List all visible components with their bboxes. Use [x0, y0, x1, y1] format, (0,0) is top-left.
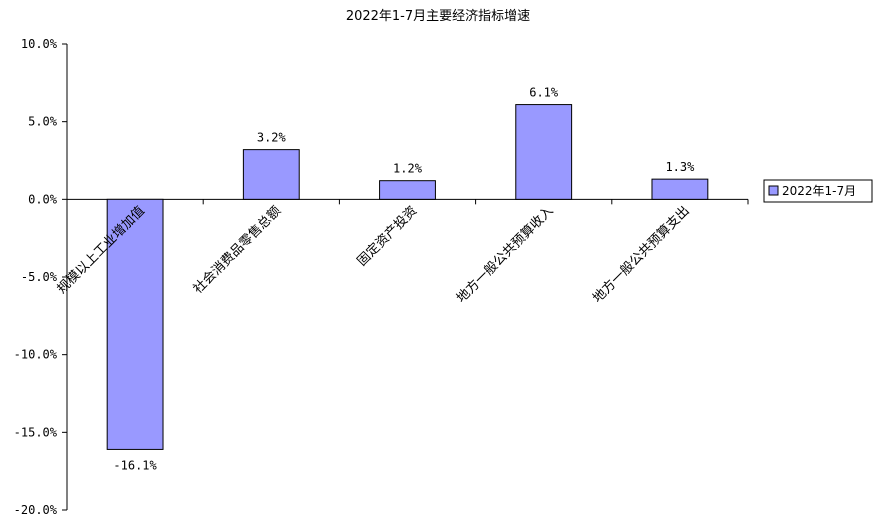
- data-label: 1.3%: [665, 160, 695, 174]
- bar: [106, 198, 164, 450]
- legend: 2022年1-7月: [763, 179, 873, 203]
- data-label: 1.2%: [393, 162, 423, 176]
- y-tick-label: 5.0%: [28, 115, 58, 129]
- bar: [651, 178, 709, 200]
- category-label: 固定资产投资: [354, 203, 420, 269]
- category-label: 地方一般公共预算支出: [589, 203, 692, 306]
- legend-box: [763, 179, 873, 203]
- chart-title: 2022年1-7月主要经济指标增速: [346, 9, 530, 24]
- y-tick-label: 10.0%: [21, 37, 58, 51]
- data-label: -16.1%: [113, 458, 157, 472]
- data-labels: -16.1% 3.2% 1.2% 6.1% 1.3%: [113, 86, 695, 473]
- legend-label: 2022年1-7月: [782, 184, 856, 198]
- bars: [106, 104, 709, 450]
- y-tick-label: -15.0%: [14, 425, 58, 439]
- y-tick-label: -20.0%: [14, 503, 58, 517]
- y-tick-label: -5.0%: [21, 270, 58, 284]
- bar: [242, 149, 300, 200]
- bar: [515, 104, 573, 200]
- category-label: 地方一般公共预算收入: [453, 203, 556, 306]
- bar: [379, 180, 436, 200]
- data-label: 3.2%: [257, 131, 287, 145]
- data-label: 6.1%: [529, 86, 559, 100]
- legend-swatch: [768, 185, 779, 196]
- category-label: 社会消费品零售总额: [190, 203, 284, 297]
- y-tick-label: 0.0%: [28, 192, 58, 206]
- y-tick-label: -10.0%: [14, 348, 58, 362]
